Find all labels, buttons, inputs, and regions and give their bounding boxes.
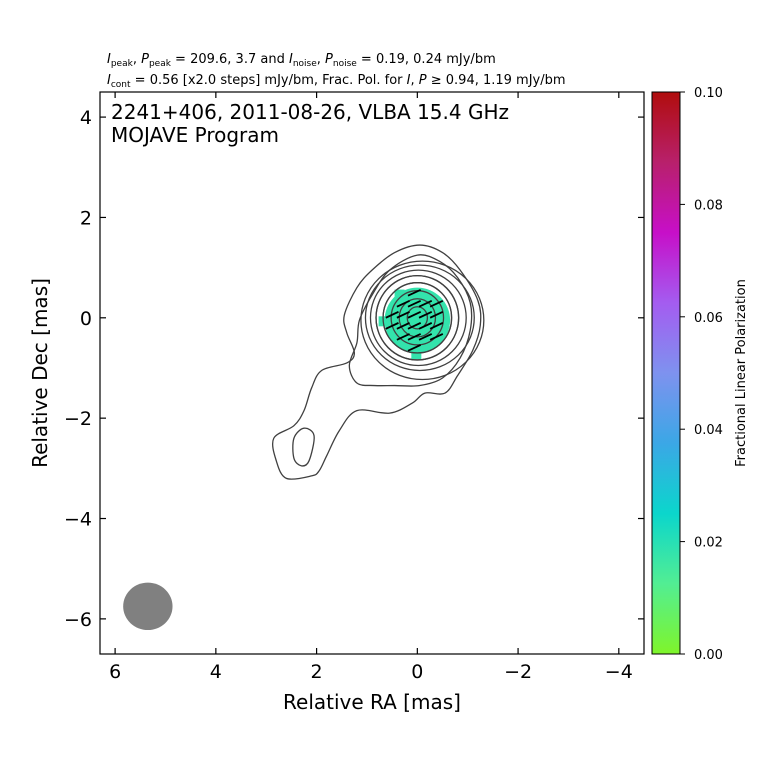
colorbar-tick-label: 0.08 — [694, 198, 723, 213]
colorbar-ticks: 0.00 0.02 0.04 0.06 0.08 0.10 — [680, 86, 723, 663]
colorbar-tick-label: 0.04 — [694, 423, 723, 438]
evpa-vector — [407, 344, 422, 352]
y-axis-label: Relative Dec [mas] — [28, 278, 52, 468]
x-axis-label: Relative RA [mas] — [283, 690, 461, 714]
contour-level-4 — [364, 264, 475, 372]
x-axis-ticks: 6 4 2 0 −2 −4 — [109, 92, 633, 683]
evpa-vector — [385, 311, 399, 319]
colorbar-label: Fractional Linear Polarization — [734, 279, 749, 467]
y-tick-label: 0 — [80, 308, 92, 330]
evpa-vector — [418, 322, 433, 330]
y-tick-label: 2 — [80, 207, 92, 229]
y-axis-ticks: 4 2 0 −2 −4 −6 — [64, 107, 644, 631]
evpa-vector — [385, 322, 399, 330]
colorbar-tick-label: 0.06 — [694, 311, 723, 326]
evpa-vector — [429, 311, 444, 319]
evpa-vector — [407, 311, 422, 319]
contour-overlay — [398, 298, 437, 338]
header-line-2: Icont = 0.56 [x2.0 steps] mJy/bm, Frac. … — [107, 73, 566, 90]
evpa-vector — [418, 299, 433, 308]
evpa-vector — [407, 288, 422, 297]
evpa-vector — [429, 322, 444, 330]
contour-overlay — [406, 306, 429, 330]
evpa-vector — [407, 333, 422, 341]
colorbar-tick-label: 0.10 — [694, 86, 723, 101]
evpa-vector — [407, 322, 422, 330]
colorbar-tick-label: 0.02 — [694, 536, 723, 551]
evpa-vector — [407, 299, 422, 308]
x-tick-label: −4 — [605, 661, 633, 683]
evpa-vector — [396, 311, 410, 319]
x-tick-label: −2 — [504, 661, 532, 683]
evpa-vector — [396, 333, 410, 341]
evpa-vector — [396, 322, 410, 330]
evpa-vector — [429, 299, 444, 308]
colorbar-frame — [651, 91, 681, 655]
contour-level-3 — [360, 260, 485, 381]
contour-overlay — [375, 275, 460, 361]
plot-frame — [99, 91, 645, 655]
y-tick-label: −6 — [64, 609, 92, 631]
x-tick-label: 4 — [210, 661, 222, 683]
program-label: MOJAVE Program — [111, 123, 279, 147]
x-tick-label: 0 — [411, 661, 423, 683]
y-tick-label: −2 — [64, 408, 92, 430]
contour-level-5 — [369, 269, 467, 367]
evpa-vector — [429, 333, 444, 341]
pol-fraction-pixel — [411, 349, 422, 360]
evpa-vectors — [385, 288, 444, 352]
contour-overlay — [382, 282, 453, 354]
beam-ellipse — [123, 582, 173, 631]
y-tick-label: 4 — [80, 107, 92, 129]
evpa-vector — [396, 299, 410, 308]
contour-level-2-island — [292, 427, 315, 467]
source-label: 2241+406, 2011-08-26, VLBA 15.4 GHz — [111, 100, 509, 124]
pol-fraction-pixel — [394, 289, 405, 298]
x-tick-label: 6 — [109, 661, 121, 683]
colorbar-tick-label: 0.00 — [694, 648, 723, 663]
y-tick-label: −4 — [64, 509, 92, 531]
header-line-1: Ipeak, Ppeak = 209.6, 3.7 and Inoise, Pn… — [107, 52, 496, 69]
x-tick-label: 2 — [311, 661, 323, 683]
evpa-vector — [418, 333, 433, 341]
contour-level-1 — [271, 244, 482, 480]
plot-area — [123, 244, 485, 631]
contour-level-2 — [348, 254, 473, 387]
contour-set — [271, 244, 485, 480]
evpa-vector — [418, 311, 433, 319]
colorbar — [652, 92, 680, 654]
